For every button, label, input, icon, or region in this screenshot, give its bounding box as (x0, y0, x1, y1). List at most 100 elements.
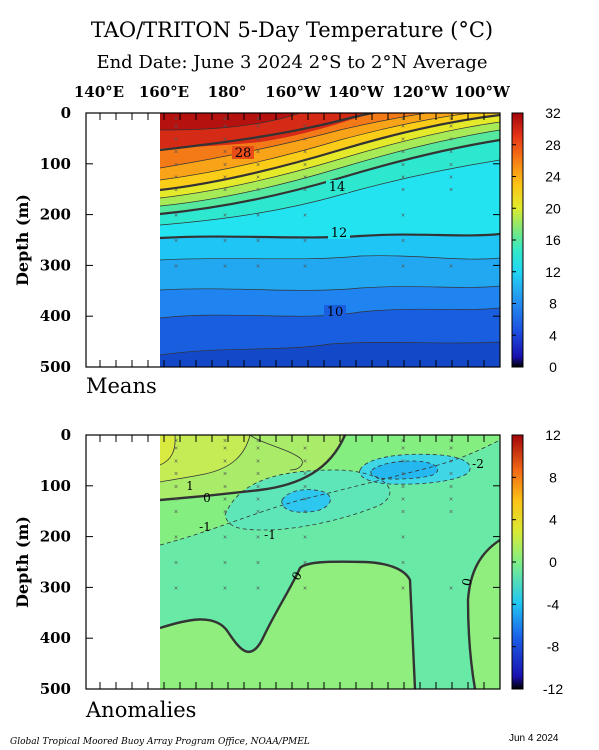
anomalies-contours (160, 435, 500, 689)
means-x-ticks (99, 113, 501, 367)
colorbar-tick-label: 32 (545, 105, 561, 121)
footer-date: Jun 4 2024 (509, 733, 559, 744)
colorbar-tick-label: 4 (549, 512, 557, 528)
sample-marker: × (401, 263, 405, 270)
sample-marker: × (223, 484, 227, 491)
sample-marker: × (223, 438, 227, 445)
sample-marker: × (303, 458, 307, 465)
sample-marker: × (449, 497, 453, 504)
sample-marker: × (401, 471, 405, 478)
sample-marker: × (223, 458, 227, 465)
sample-marker: × (223, 238, 227, 245)
sample-marker: × (449, 149, 453, 156)
sample-marker: × (174, 497, 178, 504)
colorbar-tick-label: -8 (547, 639, 560, 655)
sample-marker: × (401, 175, 405, 182)
sample-marker: × (303, 187, 307, 194)
sample-marker: × (449, 438, 453, 445)
y-tick-label: 300 (40, 578, 71, 596)
y-tick-label: 0 (61, 104, 71, 122)
sample-marker: × (401, 446, 405, 453)
sample-marker: × (223, 213, 227, 220)
y-tick-label: 200 (40, 528, 71, 546)
sample-marker: × (401, 213, 405, 220)
sample-marker: × (303, 213, 307, 220)
sample-marker: × (401, 116, 405, 123)
sample-marker: × (449, 263, 453, 270)
colorbar-tick-label: 12 (545, 264, 561, 280)
sample-marker: × (256, 116, 260, 123)
sample-marker: × (303, 560, 307, 567)
sample-marker: × (256, 124, 260, 131)
contour-label: 0 (459, 577, 474, 587)
sample-marker: × (174, 535, 178, 542)
sample-marker: × (449, 187, 453, 194)
anomalies-colorbar-ticks: -12 -8 -4 0 4 8 12 (512, 427, 563, 697)
colorbar-tick-label: 24 (545, 169, 561, 185)
lon-label: 140°W (328, 83, 385, 101)
sample-marker: × (401, 458, 405, 465)
sample-marker: × (256, 438, 260, 445)
sample-marker: × (303, 509, 307, 516)
y-tick-label: 500 (40, 680, 71, 698)
sample-marker: × (174, 446, 178, 453)
footer-credit: Global Tropical Moored Buoy Array Progra… (10, 737, 310, 747)
colorbar-tick-label: 4 (549, 327, 557, 343)
anomalies-frame (85, 434, 501, 690)
sample-marker: × (401, 497, 405, 504)
sample-marker: × (223, 162, 227, 169)
sample-marker: × (303, 585, 307, 592)
chart-subtitle: End Date: June 3 2024 2°S to 2°N Average (96, 52, 487, 73)
sample-marker: × (303, 471, 307, 478)
anomalies-x-ticks (99, 435, 501, 689)
sample-marker: × (174, 484, 178, 491)
sample-marker: × (223, 116, 227, 123)
sample-marker: × (223, 585, 227, 592)
means-contours (160, 113, 500, 356)
y-tick-label: 200 (40, 206, 71, 224)
sample-marker: × (401, 585, 405, 592)
sample-marker: × (303, 446, 307, 453)
sample-marker: × (256, 509, 260, 516)
y-tick-label: 400 (40, 629, 71, 647)
sample-marker: × (303, 263, 307, 270)
sample-marker: × (223, 535, 227, 542)
colorbar-tick-label: 12 (545, 427, 561, 443)
sample-marker: × (256, 585, 260, 592)
sample-marker: × (401, 187, 405, 194)
sample-marker: × (256, 560, 260, 567)
sample-marker: × (256, 187, 260, 194)
chart-title: TAO/TRITON 5-Day Temperature (°C) (91, 18, 493, 42)
sample-marker: × (449, 136, 453, 143)
contour-label: 12 (331, 226, 348, 241)
sample-marker: × (223, 175, 227, 182)
sample-marker: × (223, 560, 227, 567)
sample-marker: × (256, 471, 260, 478)
sample-marker: × (449, 509, 453, 516)
sample-marker: × (303, 136, 307, 143)
sample-marker: × (223, 497, 227, 504)
sample-marker: × (174, 458, 178, 465)
sample-marker: × (223, 149, 227, 156)
contour-label: 1 (186, 479, 194, 493)
colorbar-tick-label: 28 (545, 137, 561, 153)
sample-marker: × (303, 535, 307, 542)
sample-marker: × (256, 149, 260, 156)
sample-marker: × (174, 585, 178, 592)
sample-marker: × (449, 471, 453, 478)
means-panel: 28 14 12 10 ××××××××××××××××××××××××××××… (13, 104, 561, 398)
sample-marker: × (174, 438, 178, 445)
contour-label: 14 (329, 180, 346, 195)
means-colorbar-ticks: 0 4 8 12 16 20 24 28 32 (512, 105, 561, 375)
sample-marker: × (174, 116, 178, 123)
sample-marker: × (174, 263, 178, 270)
means-field (160, 113, 500, 367)
sample-marker: × (174, 213, 178, 220)
sample-marker: × (256, 213, 260, 220)
sample-marker: × (449, 484, 453, 491)
sample-marker: × (174, 124, 178, 131)
sample-marker: × (303, 149, 307, 156)
sample-marker: × (256, 263, 260, 270)
sample-marker: × (174, 136, 178, 143)
